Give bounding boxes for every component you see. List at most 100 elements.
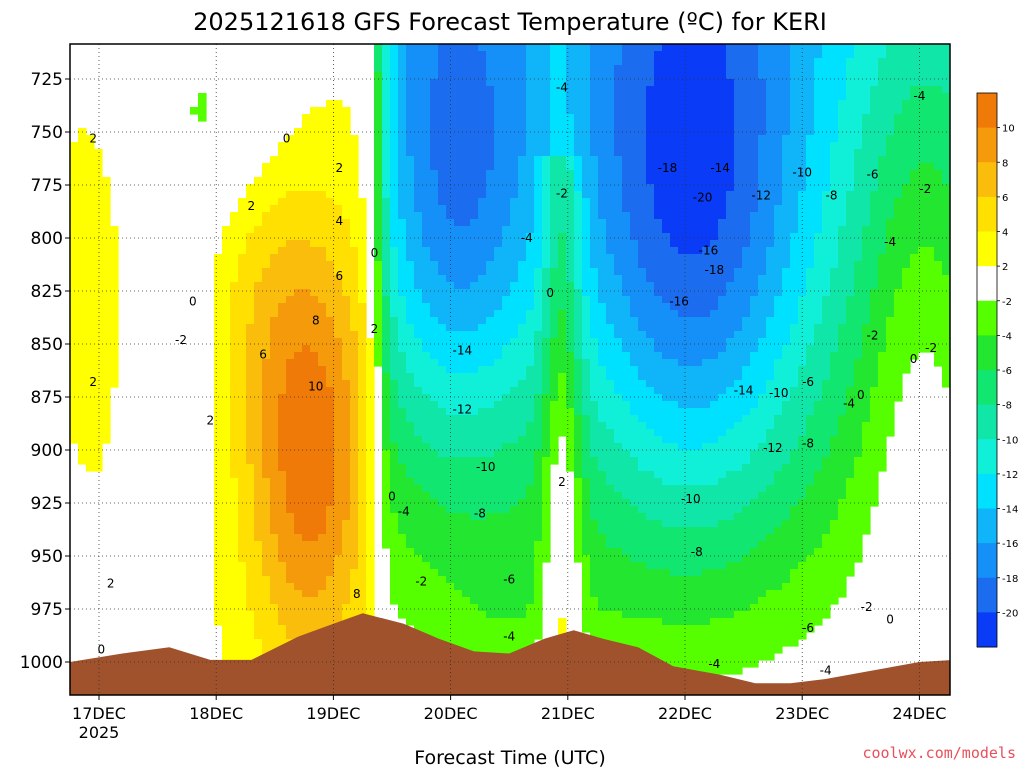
contour-label: -10 — [681, 492, 701, 506]
contour-label: -20 — [693, 191, 713, 205]
contour-label: 0 — [886, 613, 894, 627]
contour-label: 8 — [312, 314, 320, 328]
y-tick-label: 1000 — [20, 653, 63, 673]
contour-label: 0 — [546, 286, 554, 300]
contour-label: -18 — [658, 161, 678, 175]
contour-label: -10 — [476, 460, 496, 474]
contour-label: 0 — [371, 246, 379, 260]
contour-label: -12 — [763, 441, 783, 455]
contour-label: 4 — [335, 214, 343, 228]
temperature-field — [70, 44, 950, 695]
contour-label: -2 — [861, 600, 873, 614]
y-tick-label: 775 — [31, 176, 63, 196]
colorbar-label: 8 — [1002, 158, 1008, 169]
colorbar-label: -20 — [1002, 608, 1018, 619]
contour-label: 0 — [98, 642, 106, 656]
colorbar-label: 2 — [1002, 262, 1008, 273]
contour-label: -14 — [453, 343, 473, 357]
contour-label: -6 — [503, 572, 515, 586]
colorbar-swatch — [977, 439, 997, 475]
y-tick-label: 975 — [31, 600, 63, 620]
colorbar-swatch — [977, 577, 997, 613]
contour-label: -10 — [769, 386, 789, 400]
colorbar-swatch — [977, 231, 997, 267]
colorbar-label: -2 — [1002, 297, 1012, 308]
contour-label: 2 — [335, 161, 343, 175]
x-tick-label: 18DEC — [189, 704, 243, 723]
colorbar-label: 6 — [1002, 193, 1008, 204]
colorbar-label: 4 — [1002, 228, 1008, 239]
colorbar-swatch — [977, 473, 997, 509]
contour-label: 2 — [248, 199, 256, 213]
chart-title: 2025121618 GFS Forecast Temperature (ºC)… — [193, 8, 827, 36]
plot-frame — [69, 43, 951, 696]
colorbar-swatch — [977, 266, 997, 302]
colorbar-label: -10 — [1002, 435, 1018, 446]
x-axis: 17DEC 18DEC 19DEC 20DEC 21DEC 22DEC 23DEC 24DEC — [72, 695, 946, 723]
contour-label: -12 — [751, 189, 771, 203]
contour-label: -10 — [792, 165, 812, 179]
y-tick-label: 750 — [31, 123, 63, 143]
contour-label: -6 — [867, 167, 879, 181]
x-tick-year: 2025 — [79, 723, 120, 742]
contour-label: -4 — [884, 235, 896, 249]
colorbar-label: -8 — [1002, 401, 1012, 412]
y-tick-label: 825 — [31, 282, 63, 302]
terrain — [70, 613, 950, 695]
colorbar-swatch — [977, 162, 997, 198]
x-axis-title: Forecast Time (UTC) — [414, 747, 605, 768]
contour-label: -6 — [802, 375, 814, 389]
y-tick-label: 800 — [31, 229, 63, 249]
contour-label: -16 — [699, 244, 719, 258]
contour-label: -4 — [708, 657, 720, 671]
colorbar-swatch — [977, 404, 997, 440]
contour-labels: 22200-22022468610020-48-2-4-2-40-14-12-1… — [89, 80, 937, 677]
colorbar-label: -18 — [1002, 574, 1018, 585]
colorbar-swatch — [977, 508, 997, 544]
y-tick-label: 900 — [31, 441, 63, 461]
colorbar-label: -14 — [1002, 505, 1018, 516]
colorbar-swatch — [977, 335, 997, 371]
contour-label: -2 — [556, 186, 568, 200]
colorbar-swatch — [977, 543, 997, 579]
contour-label: -14 — [734, 384, 754, 398]
grid — [70, 44, 950, 695]
contour-label: -4 — [913, 89, 925, 103]
x-tick-label: 17DEC — [72, 704, 126, 723]
x-tick-label: 20DEC — [424, 704, 478, 723]
y-tick-label: 875 — [31, 388, 63, 408]
contour-label: 2 — [207, 413, 215, 427]
contour-label: 0 — [388, 490, 396, 504]
contour-label: -2 — [175, 333, 187, 347]
y-tick-label: 950 — [31, 547, 63, 567]
colorbar-swatch — [977, 300, 997, 336]
contour-label: -2 — [867, 329, 879, 343]
contour-label: -8 — [826, 189, 838, 203]
colorbar-swatch — [977, 196, 997, 232]
x-tick-label: 19DEC — [306, 704, 360, 723]
contour-label: 10 — [308, 379, 323, 393]
contour-label: 2 — [89, 131, 97, 145]
contour-label: 0 — [857, 388, 865, 402]
contour-label: 0 — [910, 352, 918, 366]
contour-label: -16 — [669, 295, 689, 309]
x-tick-label: 24DEC — [892, 704, 946, 723]
contour-label: 2 — [558, 475, 566, 489]
x-tick-label: 21DEC — [541, 704, 595, 723]
plot-area: 22200-22022468610020-48-2-4-2-40-14-12-1… — [70, 44, 950, 695]
contour-label: 0 — [283, 131, 291, 145]
contour-label: -4 — [398, 504, 410, 518]
colorbar-label: -16 — [1002, 539, 1018, 550]
contour-label: -8 — [802, 437, 814, 451]
contour-label: -8 — [691, 545, 703, 559]
contour-label: -12 — [453, 403, 473, 417]
contour-label: -18 — [704, 263, 724, 277]
contour-label: -2 — [415, 574, 427, 588]
contour-label: 6 — [335, 269, 343, 283]
contour-label: 6 — [259, 348, 267, 362]
y-axis: 725 750 775 800 825 850 875 900 925 950 975 1000 — [20, 70, 70, 673]
colorbar: 10 8 6 4 2 -2 -4 -6 -8 -10 -12 -14 -16 -18 -20 — [976, 92, 1018, 648]
colorbar-label: -6 — [1002, 366, 1012, 377]
contour-label: -2 — [919, 182, 931, 196]
